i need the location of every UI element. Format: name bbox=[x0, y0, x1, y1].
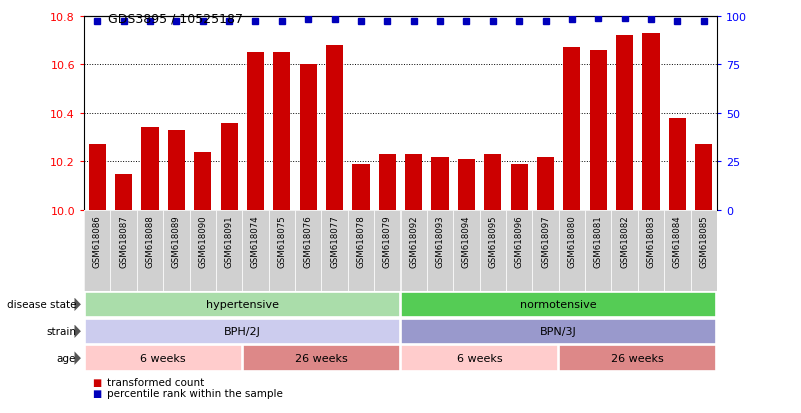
Bar bbox=[611, 211, 638, 291]
Bar bbox=[590, 50, 607, 211]
Bar bbox=[533, 211, 559, 291]
Bar bbox=[638, 211, 664, 291]
Bar bbox=[537, 157, 554, 211]
Bar bbox=[664, 211, 690, 291]
Bar bbox=[142, 128, 159, 211]
Bar bbox=[300, 65, 316, 211]
Bar bbox=[374, 211, 400, 291]
Text: GDS3895 / 10525187: GDS3895 / 10525187 bbox=[108, 12, 244, 25]
Text: GSM618075: GSM618075 bbox=[277, 215, 286, 267]
Bar bbox=[295, 211, 321, 291]
Bar bbox=[194, 152, 211, 211]
Text: BPH/2J: BPH/2J bbox=[223, 326, 261, 337]
Bar bbox=[190, 211, 216, 291]
Bar bbox=[85, 319, 400, 344]
Bar bbox=[695, 145, 712, 211]
Bar bbox=[273, 53, 291, 211]
Text: GSM618091: GSM618091 bbox=[224, 215, 234, 267]
Text: age: age bbox=[57, 353, 76, 363]
Bar bbox=[432, 157, 449, 211]
Bar bbox=[111, 211, 137, 291]
Bar bbox=[115, 174, 132, 211]
Text: 6 weeks: 6 weeks bbox=[457, 353, 502, 363]
Text: GSM618084: GSM618084 bbox=[673, 215, 682, 267]
Bar bbox=[89, 145, 106, 211]
Text: 6 weeks: 6 weeks bbox=[140, 353, 186, 363]
Bar bbox=[401, 319, 716, 344]
Bar bbox=[247, 53, 264, 211]
Bar bbox=[563, 48, 581, 211]
Bar bbox=[268, 211, 295, 291]
Text: GSM618086: GSM618086 bbox=[93, 215, 102, 267]
Bar bbox=[84, 211, 111, 291]
Polygon shape bbox=[74, 325, 81, 338]
Bar bbox=[510, 164, 528, 211]
Bar bbox=[401, 346, 558, 371]
Text: GSM618080: GSM618080 bbox=[567, 215, 577, 267]
Bar bbox=[85, 292, 400, 317]
Text: hypertensive: hypertensive bbox=[206, 299, 279, 310]
Text: GSM618074: GSM618074 bbox=[251, 215, 260, 267]
Text: GSM618077: GSM618077 bbox=[330, 215, 339, 267]
Text: GSM618097: GSM618097 bbox=[541, 215, 550, 267]
Bar bbox=[616, 36, 633, 211]
Polygon shape bbox=[74, 298, 81, 311]
Text: GSM618076: GSM618076 bbox=[304, 215, 312, 267]
Bar bbox=[348, 211, 374, 291]
Bar bbox=[242, 211, 268, 291]
Text: percentile rank within the sample: percentile rank within the sample bbox=[107, 388, 283, 398]
Bar bbox=[321, 211, 348, 291]
Bar bbox=[220, 123, 238, 211]
Bar bbox=[352, 164, 369, 211]
Bar bbox=[85, 346, 242, 371]
Bar bbox=[559, 211, 585, 291]
Bar bbox=[401, 292, 716, 317]
Text: GSM618085: GSM618085 bbox=[699, 215, 708, 267]
Text: normotensive: normotensive bbox=[521, 299, 597, 310]
Bar bbox=[559, 346, 716, 371]
Text: GSM618092: GSM618092 bbox=[409, 215, 418, 267]
Bar bbox=[690, 211, 717, 291]
Bar bbox=[326, 46, 343, 211]
Bar bbox=[379, 155, 396, 211]
Text: GSM618090: GSM618090 bbox=[199, 215, 207, 267]
Bar bbox=[669, 119, 686, 211]
Text: GSM618089: GSM618089 bbox=[172, 215, 181, 267]
Bar bbox=[400, 211, 427, 291]
Bar bbox=[137, 211, 163, 291]
Bar bbox=[642, 33, 659, 211]
Text: GSM618096: GSM618096 bbox=[515, 215, 524, 267]
Bar bbox=[168, 131, 185, 211]
Bar bbox=[485, 155, 501, 211]
Text: GSM618078: GSM618078 bbox=[356, 215, 365, 267]
Text: GSM618095: GSM618095 bbox=[489, 215, 497, 267]
Text: ■: ■ bbox=[92, 377, 102, 387]
Bar bbox=[163, 211, 190, 291]
Polygon shape bbox=[74, 351, 81, 365]
Text: 26 weeks: 26 weeks bbox=[611, 353, 664, 363]
Text: GSM618082: GSM618082 bbox=[620, 215, 629, 267]
Bar bbox=[480, 211, 506, 291]
Text: BPN/3J: BPN/3J bbox=[541, 326, 577, 337]
Text: ■: ■ bbox=[92, 388, 102, 398]
Text: GSM618079: GSM618079 bbox=[383, 215, 392, 267]
Bar bbox=[585, 211, 611, 291]
Bar bbox=[506, 211, 533, 291]
Text: 26 weeks: 26 weeks bbox=[295, 353, 348, 363]
Text: GSM618093: GSM618093 bbox=[436, 215, 445, 267]
Text: GSM618087: GSM618087 bbox=[119, 215, 128, 267]
Bar bbox=[453, 211, 480, 291]
Text: strain: strain bbox=[46, 326, 76, 337]
Text: GSM618094: GSM618094 bbox=[462, 215, 471, 267]
Bar bbox=[427, 211, 453, 291]
Text: GSM618081: GSM618081 bbox=[594, 215, 602, 267]
Text: GSM618088: GSM618088 bbox=[146, 215, 155, 267]
Text: disease state: disease state bbox=[6, 299, 76, 310]
Bar bbox=[405, 155, 422, 211]
Bar bbox=[216, 211, 242, 291]
Bar bbox=[243, 346, 400, 371]
Text: transformed count: transformed count bbox=[107, 377, 203, 387]
Text: GSM618083: GSM618083 bbox=[646, 215, 655, 267]
Bar bbox=[458, 160, 475, 211]
